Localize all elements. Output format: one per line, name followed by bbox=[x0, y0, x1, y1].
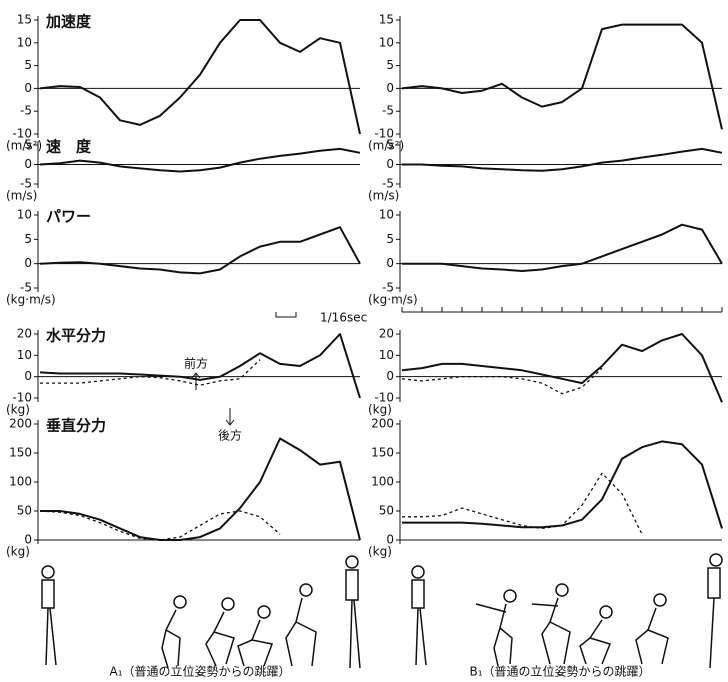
y-tick-label: 0 bbox=[386, 157, 394, 171]
y-tick-label: 15 bbox=[379, 13, 394, 27]
panel-label: 垂直分力 bbox=[46, 417, 106, 435]
y-tick-label: 0 bbox=[24, 533, 32, 547]
stick-figures bbox=[41, 553, 723, 669]
y-tick-label: 10 bbox=[379, 348, 394, 362]
y-tick-label: -10 bbox=[12, 391, 32, 405]
y-tick-label: 0 bbox=[24, 369, 32, 383]
data-line bbox=[39, 510, 281, 541]
y-tick-label: 5 bbox=[24, 138, 32, 152]
data-line bbox=[40, 359, 261, 386]
panel-label: 速 度 bbox=[46, 138, 92, 156]
y-tick-label: -5 bbox=[20, 104, 32, 118]
y-tick-label: 10 bbox=[17, 208, 32, 222]
y-tick-label: -5 bbox=[20, 177, 32, 191]
caption: B₁（普通の立位姿勢からの跳躍） bbox=[469, 664, 650, 679]
unit-label: (m/s²) bbox=[6, 139, 42, 153]
data-line bbox=[40, 437, 361, 541]
data-line bbox=[39, 147, 361, 173]
forward-arrow bbox=[191, 372, 201, 390]
y-tick-label: 10 bbox=[17, 35, 32, 49]
unit-label: (m/s) bbox=[368, 189, 399, 203]
data-line bbox=[401, 333, 723, 403]
data-line bbox=[401, 23, 723, 130]
y-tick-label: 200 bbox=[9, 417, 32, 431]
y-tick-label: 0 bbox=[386, 533, 394, 547]
y-tick-label: 0 bbox=[24, 157, 32, 171]
unit-label: (kg) bbox=[368, 545, 392, 559]
unit-label: (m/s²) bbox=[368, 139, 404, 153]
y-tick-label: 50 bbox=[379, 504, 394, 518]
y-tick-label: 15 bbox=[17, 13, 32, 27]
y-tick-label: 10 bbox=[379, 208, 394, 222]
data-line bbox=[39, 19, 361, 135]
data-line bbox=[402, 147, 723, 172]
y-tick-label: 0 bbox=[386, 369, 394, 383]
y-tick-label: -5 bbox=[382, 104, 394, 118]
y-tick-label: 5 bbox=[386, 232, 394, 246]
y-tick-label: 0 bbox=[386, 256, 394, 270]
y-tick-label: 50 bbox=[17, 504, 32, 518]
panel-label: パワー bbox=[46, 208, 91, 226]
caption: A₁（普通の立位姿勢からの跳躍） bbox=[109, 664, 290, 679]
panel-label: 加速度 bbox=[45, 13, 92, 31]
y-tick-label: 0 bbox=[24, 81, 32, 95]
data-line bbox=[402, 472, 643, 535]
y-tick-label: 100 bbox=[371, 475, 394, 489]
data-line bbox=[39, 333, 361, 399]
y-tick-label: -5 bbox=[20, 281, 32, 295]
y-tick-label: 200 bbox=[371, 417, 394, 431]
time-ruler-ticks bbox=[401, 307, 723, 312]
data-line bbox=[402, 223, 723, 272]
data-line bbox=[39, 226, 361, 275]
backward-arrow bbox=[225, 408, 235, 426]
y-tick-label: 5 bbox=[24, 232, 32, 246]
unit-label: (kg) bbox=[6, 403, 30, 417]
y-tick-label: 20 bbox=[17, 327, 32, 341]
y-tick-label: 100 bbox=[9, 475, 32, 489]
unit-label: (m/s) bbox=[6, 189, 37, 203]
y-tick-label: 10 bbox=[379, 35, 394, 49]
unit-label: (kg·m/s) bbox=[368, 293, 418, 307]
y-tick-label: 150 bbox=[9, 446, 32, 460]
time-scale: 1/16sec bbox=[320, 311, 367, 325]
unit-label: (kg·m/s) bbox=[6, 293, 56, 307]
y-tick-label: -5 bbox=[382, 281, 394, 295]
y-tick-label: 150 bbox=[371, 446, 394, 460]
data-line bbox=[402, 440, 723, 529]
y-tick-label: 5 bbox=[24, 58, 32, 72]
unit-label: (kg) bbox=[6, 545, 30, 559]
y-tick-label: 10 bbox=[17, 348, 32, 362]
y-tick-label: -10 bbox=[374, 391, 394, 405]
data-line bbox=[401, 367, 603, 395]
y-tick-label: 0 bbox=[386, 81, 394, 95]
y-tick-label: -10 bbox=[12, 127, 32, 141]
unit-label: (kg) bbox=[368, 403, 392, 417]
y-tick-label: -10 bbox=[374, 127, 394, 141]
y-tick-label: 0 bbox=[24, 256, 32, 270]
y-tick-label: 20 bbox=[379, 327, 394, 341]
backward-label: 後方 bbox=[218, 428, 242, 443]
y-tick-label: 5 bbox=[386, 138, 394, 152]
time-bracket bbox=[275, 312, 297, 318]
y-tick-label: -5 bbox=[382, 177, 394, 191]
panel-label: 水平分力 bbox=[46, 327, 106, 345]
forward-label: 前方 bbox=[184, 356, 208, 371]
y-tick-label: 5 bbox=[386, 58, 394, 72]
